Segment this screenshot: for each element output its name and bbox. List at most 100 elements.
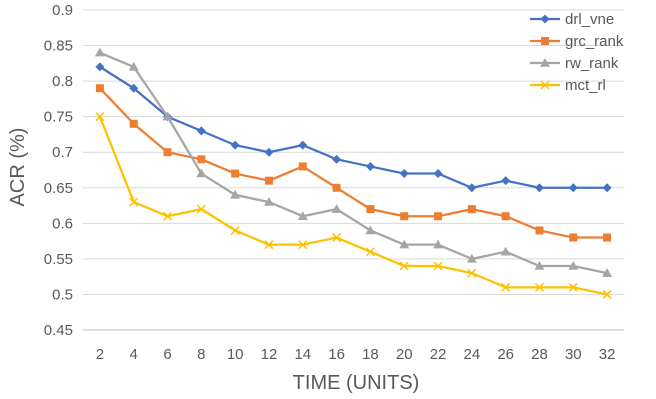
x-tick-label: 16 [328, 346, 345, 363]
data-point-mct_rl [433, 261, 443, 271]
legend-label: grc_rank [565, 33, 624, 50]
data-point-grc_rank [298, 162, 307, 171]
data-point-mct_rl [534, 282, 544, 292]
y-tick-label: 0.5 [52, 286, 73, 303]
data-point-drl_vne [467, 183, 477, 193]
data-point-drl_vne [332, 154, 342, 164]
data-point-grc_rank [163, 148, 172, 157]
data-point-grc_rank [603, 233, 612, 242]
data-point-rw_rank [297, 211, 308, 220]
data-point-drl_vne [534, 183, 544, 193]
data-point-mct_rl [602, 289, 612, 299]
y-tick-label: 0.6 [52, 215, 73, 232]
data-point-drl_vne [95, 62, 105, 72]
data-point-grc_rank [467, 205, 476, 214]
data-point-drl_vne [230, 140, 240, 150]
y-tick-label: 0.8 [52, 73, 73, 90]
x-tick-label: 32 [599, 346, 616, 363]
data-point-mct_rl [163, 211, 173, 221]
legend-label: drl_vne [565, 11, 614, 28]
data-point-grc_rank [501, 212, 510, 221]
x-axis-title: TIME (UNITS) [293, 372, 420, 394]
x-tick-label: 12 [261, 346, 278, 363]
data-point-mct_rl [568, 282, 578, 292]
data-point-mct_rl [501, 282, 511, 292]
series-line-rw_rank [99, 51, 608, 275]
data-point-rw_rank [196, 168, 207, 178]
data-point-drl_vne [399, 169, 409, 179]
series-lines [94, 47, 613, 299]
legend-label: mct_rl [565, 77, 606, 94]
data-point-grc_rank [400, 212, 409, 221]
data-point-grc_rank [95, 84, 104, 93]
data-point-mct_rl [332, 233, 342, 243]
gridlines [83, 9, 624, 295]
data-point-mct_rl [196, 204, 206, 214]
y-tick-label: 0.45 [44, 322, 73, 339]
x-tick-labels: 2 4 6 8 10 12 14 16 18 20 22 24 26 28 30 32 [96, 346, 616, 363]
data-point-mct_rl [230, 225, 240, 235]
data-point-rw_rank [602, 268, 613, 277]
x-tick-label: 24 [464, 346, 481, 363]
data-point-rw_rank [433, 239, 444, 249]
data-point-grc_rank [264, 176, 273, 185]
data-point-mct_rl [264, 240, 274, 250]
legend: drl_vne grc_rank rw_rank mct_rl [530, 11, 624, 94]
y-tick-labels: 0.45 0.5 0.55 0.6 0.65 0.7 0.75 0.8 0.85 0.9 [44, 2, 73, 339]
y-tick-label: 0.55 [44, 251, 73, 268]
legend-item-mct_rl: mct_rl [530, 77, 606, 94]
series-mct_rl [95, 112, 612, 299]
x-tick-label: 6 [163, 346, 171, 363]
series-line-grc_rank [99, 87, 608, 239]
legend-item-rw_rank: rw_rank [530, 55, 619, 72]
data-point-rw_rank [331, 204, 342, 213]
legend-label: rw_rank [565, 55, 619, 72]
data-point-mct_rl [129, 197, 139, 207]
data-point-drl_vne [602, 183, 612, 193]
data-point-rw_rank [500, 246, 511, 256]
data-point-grc_rank [569, 233, 578, 242]
data-point-drl_vne [298, 140, 308, 150]
legend-marker [540, 58, 550, 67]
y-tick-label: 0.65 [44, 180, 73, 197]
x-tick-label: 28 [531, 346, 548, 363]
x-tick-label: 18 [362, 346, 379, 363]
y-tick-label: 0.75 [44, 109, 73, 126]
data-point-grc_rank [366, 205, 375, 214]
x-tick-label: 30 [565, 346, 582, 363]
x-tick-label: 20 [396, 346, 413, 363]
data-point-rw_rank [568, 261, 579, 270]
data-point-mct_rl [365, 247, 375, 257]
series-line-drl_vne [99, 65, 608, 189]
x-tick-label: 26 [497, 346, 514, 363]
data-point-rw_rank [365, 225, 376, 235]
data-point-rw_rank [230, 189, 241, 199]
data-point-drl_vne [264, 147, 274, 157]
legend-item-grc_rank: grc_rank [530, 33, 624, 50]
y-tick-label: 0.85 [44, 38, 73, 55]
series-line-mct_rl [98, 116, 608, 296]
legend-marker [540, 14, 550, 24]
data-point-grc_rank [535, 226, 544, 235]
y-tick-label: 0.9 [52, 2, 73, 19]
y-axis-title: ACR (%) [7, 128, 29, 207]
y-tick-label: 0.7 [52, 144, 73, 161]
data-point-drl_vne [433, 169, 443, 179]
x-tick-label: 14 [294, 346, 311, 363]
data-point-rw_rank [162, 111, 173, 121]
data-point-grc_rank [129, 119, 138, 128]
series-rw_rank [94, 47, 613, 277]
data-point-mct_rl [95, 112, 105, 122]
data-point-drl_vne [196, 126, 206, 136]
legend-marker [540, 80, 550, 90]
data-point-rw_rank [128, 61, 139, 71]
legend-item-drl_vne: drl_vne [530, 11, 614, 28]
series-grc_rank [95, 84, 612, 242]
data-point-rw_rank [399, 239, 410, 249]
data-point-rw_rank [534, 261, 545, 270]
x-tick-label: 10 [227, 346, 244, 363]
data-point-rw_rank [94, 47, 105, 57]
x-tick-label: 22 [430, 346, 447, 363]
legend-marker [541, 37, 549, 45]
